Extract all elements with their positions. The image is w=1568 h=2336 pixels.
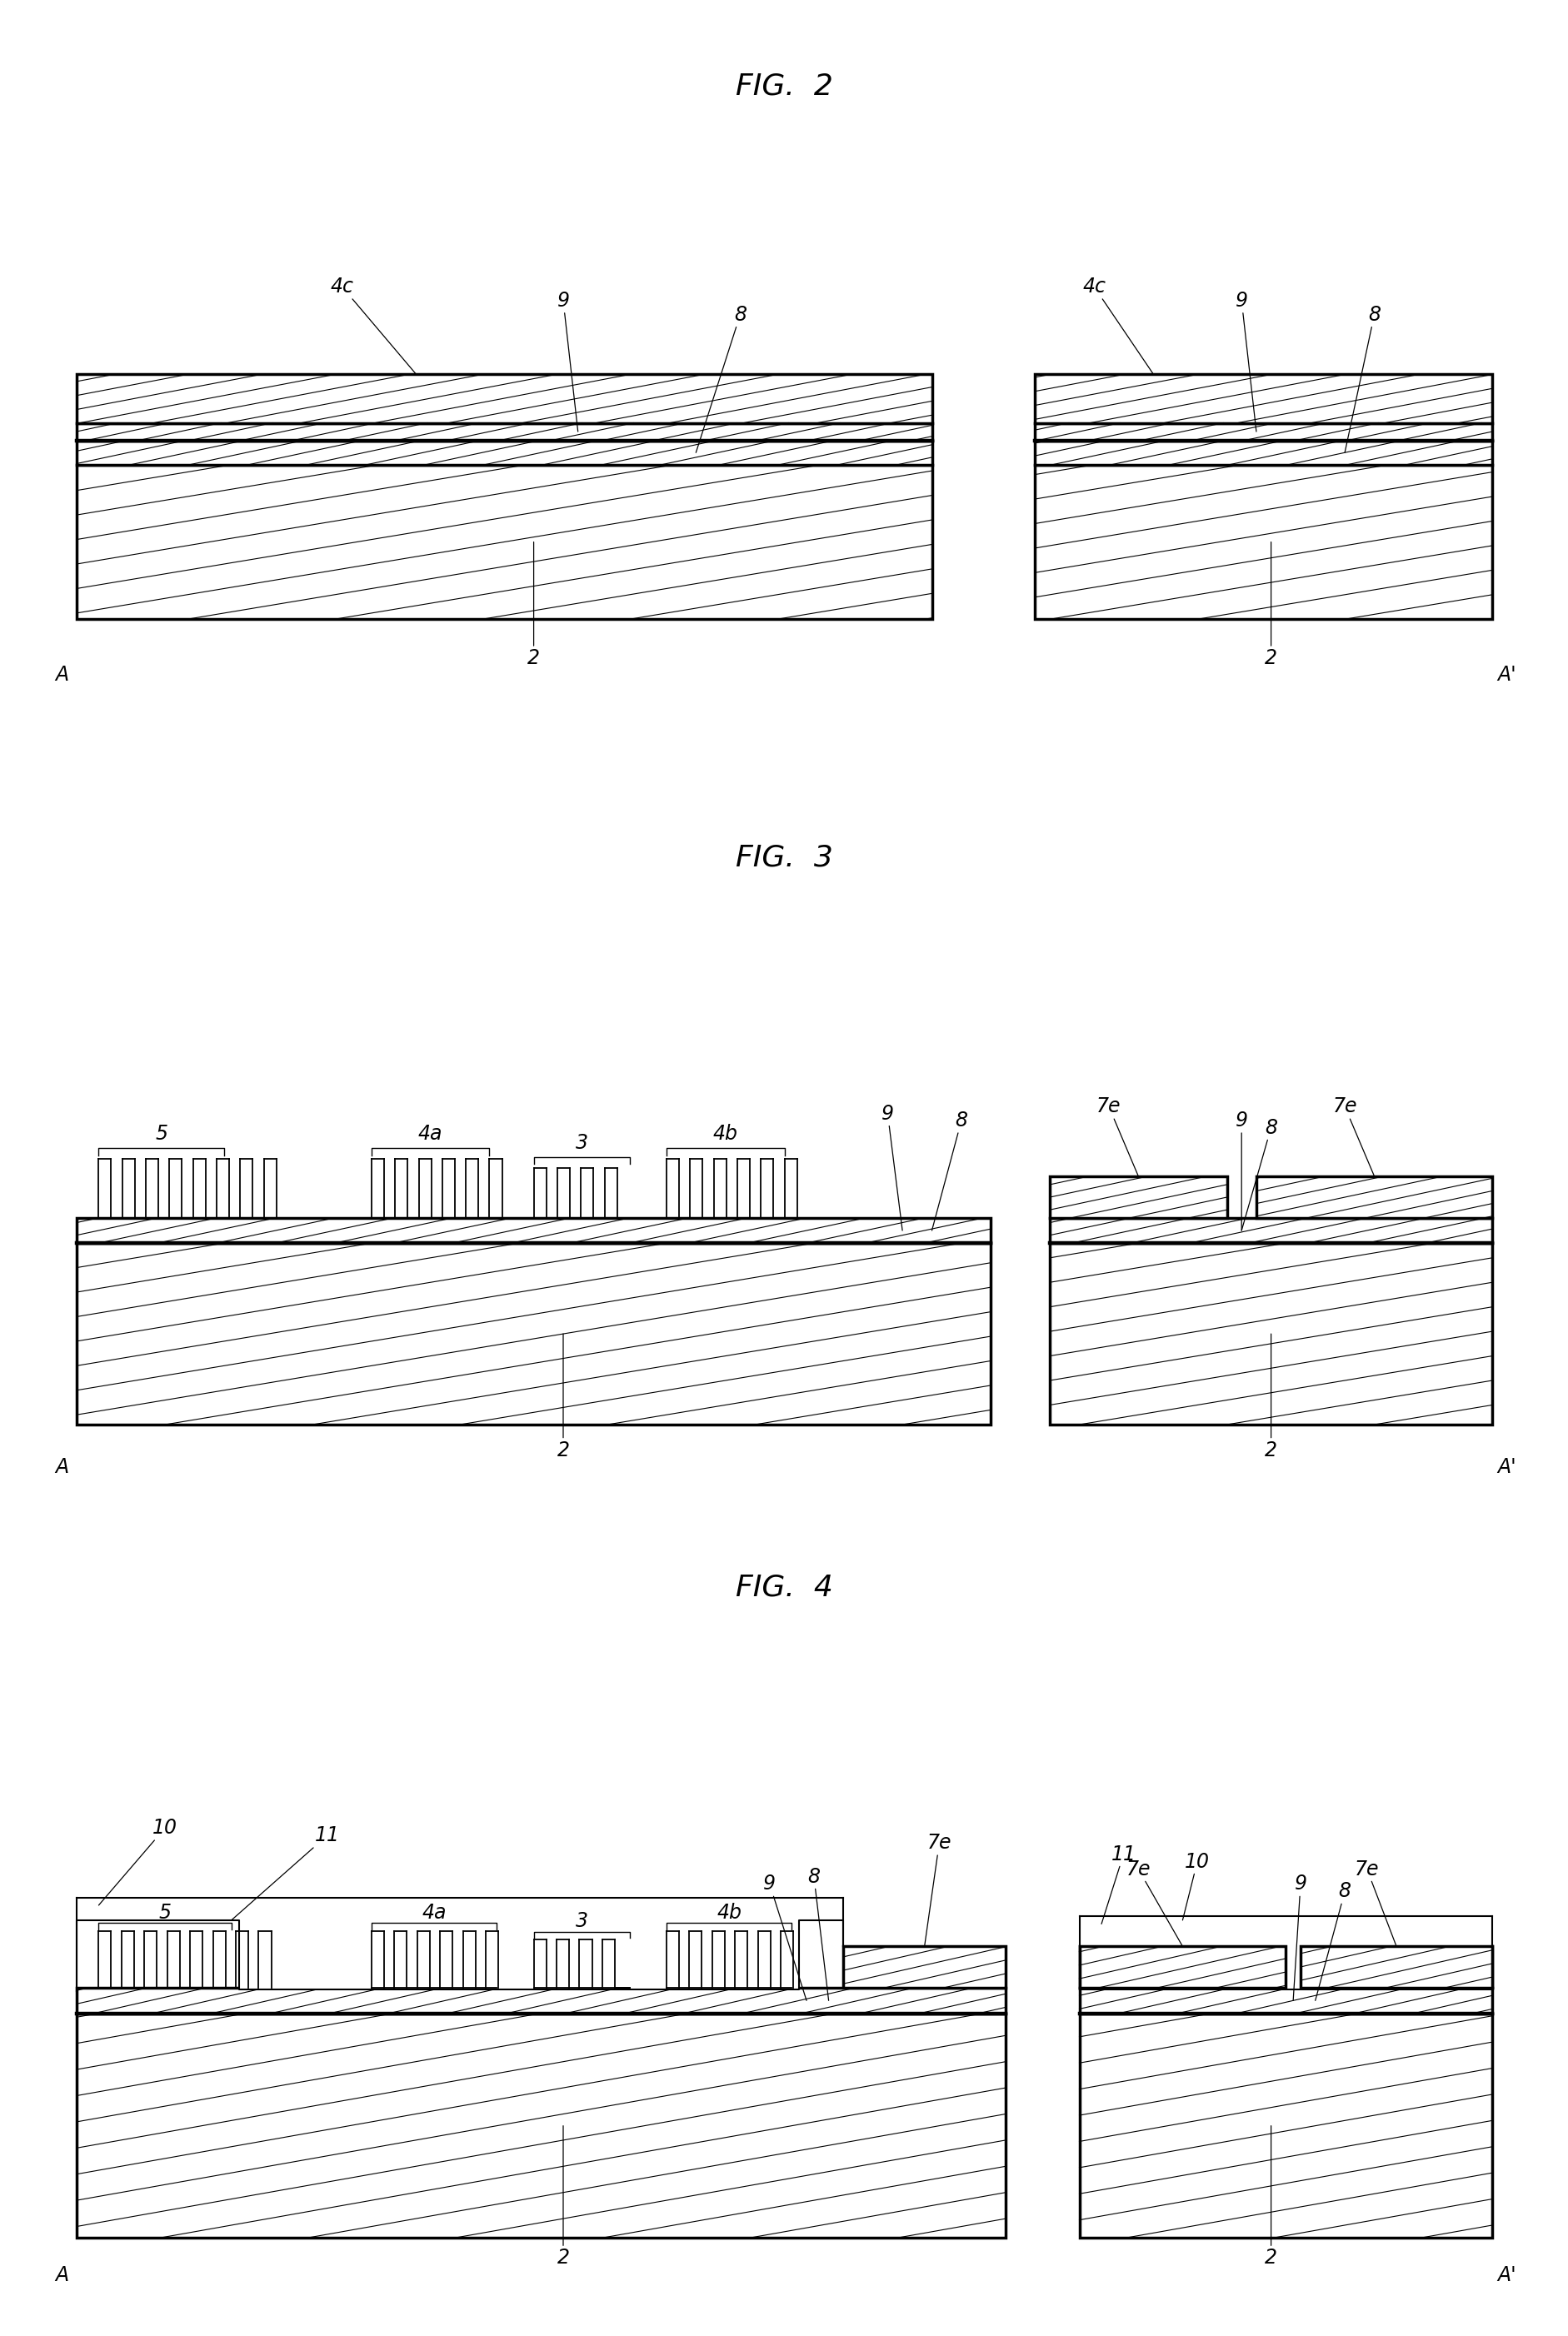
Text: 4c: 4c (331, 276, 416, 374)
Bar (77, 1243, 991, 1425)
Text: 10: 10 (1182, 1852, 1209, 1920)
Text: 4c: 4c (1082, 276, 1152, 374)
Polygon shape (77, 1897, 844, 1990)
Bar (1035, 423, 1491, 439)
Text: 2: 2 (557, 1334, 569, 1460)
Bar (77, 465, 931, 619)
Text: 2: 2 (527, 542, 539, 668)
Bar (1300, 1946, 1491, 1988)
Text: 5: 5 (158, 1904, 171, 1923)
Text: 3: 3 (575, 1911, 588, 1932)
Text: A': A' (1497, 2266, 1516, 2285)
Bar (1079, 2014, 1491, 2238)
Bar (77, 1988, 1005, 2014)
Bar (1300, 1946, 1491, 1988)
Text: A': A' (1497, 1458, 1516, 1476)
Bar (77, 423, 931, 439)
Bar (1035, 374, 1491, 423)
Bar (77, 439, 931, 465)
Text: A: A (55, 2266, 69, 2285)
Text: 7e: 7e (1126, 1859, 1182, 1946)
Text: 8: 8 (696, 304, 746, 453)
Text: 9: 9 (764, 1873, 806, 2000)
Text: 3: 3 (575, 1133, 588, 1154)
Text: FIG.  4: FIG. 4 (735, 1574, 833, 1602)
Text: 9: 9 (557, 290, 577, 432)
Text: 8: 8 (931, 1110, 967, 1231)
Text: 2: 2 (1264, 542, 1276, 668)
Text: 9: 9 (1234, 290, 1256, 432)
Bar (1049, 1219, 1491, 1243)
Bar (1079, 1916, 1491, 1990)
Text: 11: 11 (232, 1824, 340, 1920)
Bar (77, 374, 931, 423)
Text: 8: 8 (1344, 304, 1380, 453)
Bar (1035, 439, 1491, 465)
Text: 2: 2 (1264, 2126, 1276, 2268)
Bar (1079, 1946, 1286, 1988)
Bar (1256, 1177, 1491, 1219)
Text: 9: 9 (881, 1103, 902, 1231)
Text: 4a: 4a (422, 1904, 447, 1923)
Text: 7e: 7e (924, 1834, 952, 1946)
Bar (1079, 1946, 1286, 1988)
Text: 4b: 4b (712, 1124, 737, 1145)
Text: 7e: 7e (1331, 1096, 1374, 1175)
Text: 8: 8 (808, 1866, 828, 2000)
Bar (77, 1219, 991, 1243)
Text: 5: 5 (155, 1124, 168, 1145)
Text: 2: 2 (557, 2126, 569, 2268)
Text: 4b: 4b (717, 1904, 742, 1923)
Bar (77, 2014, 1005, 2238)
Text: A': A' (1497, 666, 1516, 684)
Text: 8: 8 (1240, 1117, 1276, 1231)
Text: 10: 10 (99, 1817, 177, 1906)
Text: A: A (55, 666, 69, 684)
Text: FIG.  3: FIG. 3 (735, 843, 833, 871)
Text: A: A (55, 1458, 69, 1476)
Text: 4a: 4a (419, 1124, 442, 1145)
Text: 9: 9 (1234, 1110, 1247, 1231)
Bar (1049, 1243, 1491, 1425)
Bar (1049, 1177, 1226, 1219)
Text: 7e: 7e (1353, 1859, 1396, 1946)
Bar (844, 1946, 1005, 1988)
Text: 9: 9 (1292, 1873, 1306, 2000)
Text: 8: 8 (1314, 1880, 1350, 2000)
Bar (1035, 465, 1491, 619)
Text: FIG.  2: FIG. 2 (735, 72, 833, 100)
Bar (1079, 1988, 1491, 2014)
Text: 2: 2 (1264, 1334, 1276, 1460)
Text: 7e: 7e (1096, 1096, 1138, 1175)
Text: 11: 11 (1101, 1843, 1135, 1925)
